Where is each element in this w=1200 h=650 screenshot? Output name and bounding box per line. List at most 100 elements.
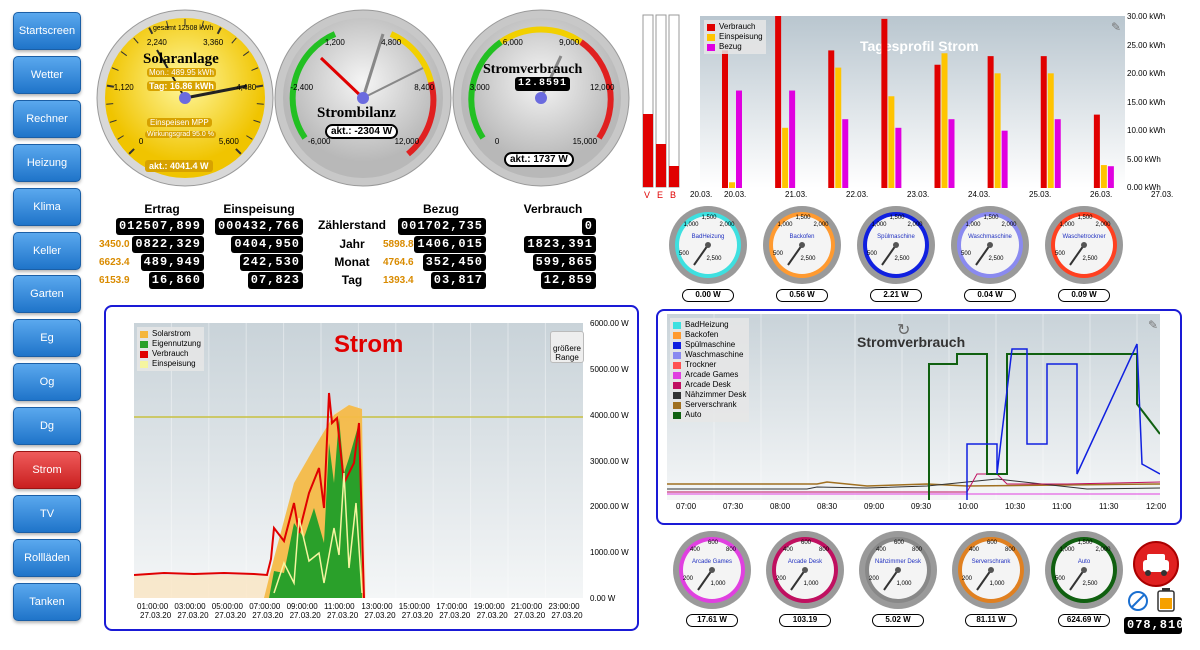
- strom-x-date: 27.03.20: [551, 611, 583, 620]
- meter-bezug: 001702,735: [397, 218, 486, 235]
- strom-x-date: 27.03.20: [401, 611, 433, 620]
- tagesprofil-bar: [828, 50, 835, 188]
- tagesprofil-bar: [1107, 166, 1114, 188]
- meter-side-value: 3450.0: [99, 239, 130, 250]
- stromverbrauch-title: Stromverbrauch: [857, 334, 966, 350]
- tagesprofil-x-tick: 21.03.: [785, 190, 808, 199]
- legend-item: Arcade Games: [673, 370, 746, 380]
- tagesprofil-chart: Tagesprofil Strom Verbrauch Einspeisung Be…: [700, 16, 1125, 188]
- strom-x-tick: 01:00:00: [137, 602, 169, 611]
- gauge-tick-label: 1,120: [113, 83, 134, 93]
- solar-gauge: [96, 9, 274, 187]
- tagesprofil-x-tick: 22.03.: [846, 190, 869, 199]
- device-gauge-tick: 1,500: [1077, 540, 1093, 546]
- stromverbrauch-x-tick: 09:00: [864, 502, 885, 511]
- device-gauge: Arcade Desk 103.19 200 400 600 800 1,000: [765, 530, 845, 628]
- gauge-tick-label: -2,400: [290, 83, 314, 93]
- meter-bezug: 03,817: [430, 272, 486, 289]
- device-gauge-tick: 1,000: [1059, 222, 1075, 228]
- solar-value: akt.: 4041.4 W: [145, 160, 213, 172]
- nav-button-og[interactable]: Og: [13, 363, 81, 402]
- device-gauge-tick: 500: [678, 251, 689, 257]
- tagesprofil-x-tick: 23.03.: [907, 190, 930, 199]
- device-gauge-tick: 2,500: [800, 256, 816, 262]
- meter-ertrag: 0822,329: [132, 236, 204, 253]
- meter-verbrauch: 12,859: [540, 272, 596, 289]
- veb-bars: [642, 14, 680, 188]
- plug-icon: [1128, 591, 1148, 611]
- strom-chart: Strom Solarstrom Eigennutzung Verbrauch Ein…: [133, 323, 584, 599]
- strom-x-date: 27.03.20: [140, 611, 172, 620]
- device-gauge-tick: 2,000: [907, 222, 923, 228]
- tagesprofil-bar: [729, 182, 735, 188]
- nav-button-strom[interactable]: Strom: [13, 451, 81, 489]
- device-gauge-name: Arcade Desk: [787, 559, 823, 565]
- tagesprofil-title: Tagesprofil Strom: [860, 38, 979, 54]
- device-gauge-tick: 600: [800, 540, 811, 546]
- nav-button-wetter[interactable]: Wetter: [13, 55, 81, 94]
- meter-header: Einspeisung: [223, 202, 295, 216]
- legend-item: Backofen: [673, 330, 746, 340]
- strom-y-tick: 1000.00 W: [590, 548, 629, 558]
- nav-button-eg[interactable]: Eg: [13, 319, 81, 358]
- strom-y-tick: 5000.00 W: [590, 365, 629, 374]
- device-gauge-tick: 2,500: [706, 256, 722, 262]
- edit-icon[interactable]: ✎: [1147, 318, 1158, 332]
- device-gauge-tick: 1,000: [989, 581, 1005, 587]
- nav-button-rechner[interactable]: Rechner: [13, 99, 81, 138]
- stromverbrauch-x-tick: 07:30: [723, 502, 744, 511]
- meter-header: Ertrag: [144, 202, 180, 216]
- strom-x-tick: 05:00:00: [211, 602, 243, 611]
- gauge-tick-label: 4,800: [381, 37, 402, 47]
- strom-x-tick: 03:00:00: [174, 602, 206, 611]
- stromverbrauch-x-tick: 07:00: [676, 502, 697, 511]
- meter-verbrauch: 1823,391: [524, 236, 596, 253]
- strom-x-date: 27.03.20: [514, 611, 546, 620]
- device-gauge-name: Waschetrockner: [1062, 234, 1106, 240]
- meter-einspeisung: 242,530: [239, 254, 303, 271]
- device-gauge-tick: 2,000: [1095, 547, 1111, 553]
- device-gauge-tick: 2,500: [988, 256, 1004, 262]
- nav-button-heizung[interactable]: Heizung: [13, 143, 81, 182]
- nav-button-tanken[interactable]: Tanken: [13, 582, 81, 621]
- refresh-icon[interactable]: ↻: [897, 322, 911, 339]
- device-gauge: Spülmaschine 2.21 W 500 1,000 1,500 2,000 2,5…: [856, 205, 936, 303]
- nav-button-tv[interactable]: TV: [13, 494, 81, 533]
- nav-button-startscreen[interactable]: Startscreen: [13, 12, 81, 50]
- device-gauge-value: 103.19: [779, 614, 831, 627]
- range-button[interactable]: größere Range: [550, 331, 584, 363]
- meter-bezug: 352,450: [422, 254, 486, 271]
- stromverbrauch-x-tick: 12:00: [1146, 502, 1167, 511]
- gauge-tick-label: 5,600: [218, 136, 239, 146]
- nav-button-klima[interactable]: Klima: [13, 187, 81, 226]
- nav-button-dg[interactable]: Dg: [13, 407, 81, 446]
- device-gauge-tick: 1,000: [965, 222, 981, 228]
- meter-header: Bezug: [423, 202, 459, 216]
- nav-button-garten[interactable]: Garten: [13, 275, 81, 314]
- device-gauge: Serverschrank 81.11 W 200 400 600 800 1,000: [951, 530, 1031, 628]
- device-gauge-tick: 1,500: [889, 215, 905, 221]
- nav-button-rolll-den[interactable]: Rollläden: [13, 538, 81, 577]
- meter-einspeisung: 000432,766: [214, 218, 303, 235]
- tagesprofil-bar: [1100, 165, 1107, 188]
- verbrauch-gauge: [452, 9, 630, 187]
- car-icon[interactable]: [1132, 540, 1180, 588]
- tagesprofil-y-tick: 20.00 kWh: [1127, 69, 1166, 78]
- strom-x-tick: 19:00:00: [473, 602, 505, 611]
- solar-month: Mon.: 489.95 kWh: [147, 68, 216, 77]
- stromverbrauch-x-tick: 11:30: [1099, 502, 1119, 511]
- tagesprofil-bar: [948, 119, 955, 188]
- device-gauge-tick: 400: [968, 547, 979, 553]
- stromverbrauch-x-tick: 09:30: [911, 502, 932, 511]
- tagesprofil-bar: [775, 16, 782, 188]
- device-gauge-name: Spülmaschine: [877, 234, 915, 240]
- edit-icon[interactable]: ✎: [1110, 20, 1121, 34]
- gauge-tick-label: -6,000: [307, 136, 331, 146]
- strom-x-date: 27.03.20: [177, 611, 209, 620]
- device-gauge-name: Serverschrank: [971, 559, 1011, 565]
- solar-box1: Einspeisen MPP: [147, 118, 212, 127]
- nav-button-keller[interactable]: Keller: [13, 231, 81, 270]
- tagesprofil-x-tick: 25.03.: [1029, 190, 1052, 199]
- gauge-tick-label: 1,200: [324, 37, 345, 47]
- tagesprofil-bar: [1040, 56, 1047, 188]
